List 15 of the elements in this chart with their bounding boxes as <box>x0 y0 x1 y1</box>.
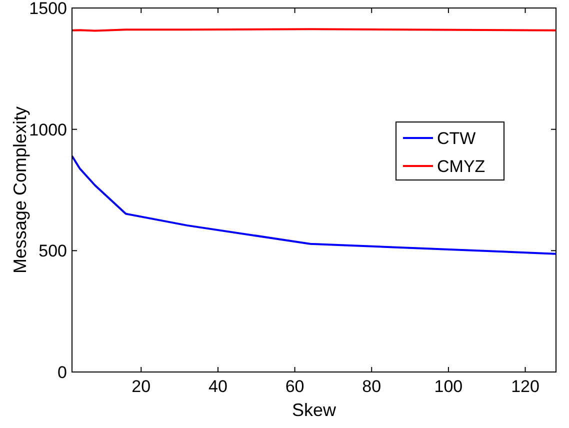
legend-label: CTW <box>437 128 476 148</box>
x-tick-label: 20 <box>132 377 151 396</box>
x-tick-label: 80 <box>362 377 382 396</box>
y-tick-label: 500 <box>38 242 67 261</box>
y-axis-title: Message Complexity <box>10 106 30 274</box>
x-tick-label: 40 <box>208 377 228 396</box>
y-tick-label: 1500 <box>29 0 67 18</box>
y-tick-label: 1000 <box>29 120 67 140</box>
x-tick-label: 100 <box>434 377 463 396</box>
line-series <box>71 155 557 255</box>
legend-label: CMYZ <box>437 156 486 176</box>
x-axis-title: Skew <box>292 400 338 420</box>
x-tick-label: 60 <box>285 377 304 396</box>
x-tick-label: 120 <box>511 377 540 396</box>
y-tick-label: 0 <box>58 362 67 382</box>
